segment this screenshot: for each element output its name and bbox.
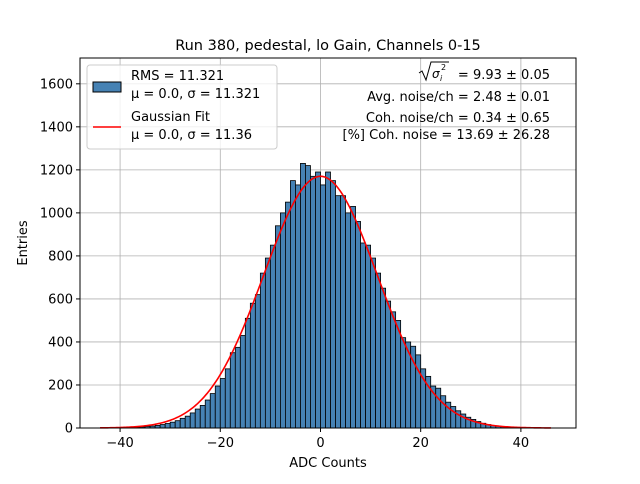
histogram-bar	[305, 166, 310, 428]
histogram-bar	[325, 172, 330, 428]
histogram-bar	[285, 202, 290, 428]
x-tick-label: 20	[412, 436, 429, 451]
histogram-bar	[240, 336, 245, 429]
y-tick-label: 0	[65, 422, 73, 437]
histogram-bar	[235, 347, 240, 428]
histogram-bar	[371, 258, 376, 428]
sigma-glyph: σ	[432, 67, 440, 81]
histogram-bar	[381, 288, 386, 428]
histogram-bar	[310, 176, 315, 428]
x-axis-ticks: −40 −20 0 20 40	[106, 428, 529, 451]
histogram-bar	[376, 273, 381, 428]
histogram-bar	[386, 301, 391, 428]
histogram-bar	[255, 295, 260, 428]
histogram-bar	[200, 405, 205, 428]
histogram-bar	[351, 206, 356, 428]
histogram-bar	[346, 213, 351, 428]
sigma-superscript: 2	[441, 63, 446, 72]
histogram-bar	[260, 273, 265, 428]
sqrt-sigma-symbol: σ i 2	[419, 62, 449, 83]
histogram-bar	[245, 318, 250, 428]
histogram-bar	[215, 386, 220, 428]
histogram-bar	[396, 320, 401, 428]
histogram-bar	[210, 394, 215, 428]
histogram-bar	[441, 396, 446, 428]
x-tick-label: 40	[513, 436, 530, 451]
legend-fit-line2: μ = 0.0, σ = 11.36	[131, 128, 252, 143]
legend-rms-line2: μ = 0.0, σ = 11.321	[131, 87, 260, 102]
legend-rms-line1: RMS = 11.321	[131, 69, 224, 84]
histogram-bar	[300, 163, 305, 428]
histogram-bar	[275, 226, 280, 428]
histogram-bar	[195, 409, 200, 428]
histogram-bars	[120, 163, 526, 428]
x-axis-label: ADC Counts	[289, 456, 367, 471]
histogram-bar	[341, 196, 346, 428]
histogram-bar	[295, 185, 300, 428]
histogram-bar	[315, 172, 320, 428]
y-axis-label: Entries	[16, 220, 31, 266]
y-axis-ticks: 0 200 400 600 800 1000 1200 1400 1600	[40, 77, 80, 436]
histogram-bar	[320, 185, 325, 428]
histogram-bar	[205, 400, 210, 428]
histogram-bar	[225, 369, 230, 428]
legend-patch-rms	[93, 82, 121, 92]
y-tick-label: 600	[48, 292, 73, 307]
legend: RMS = 11.321 μ = 0.0, σ = 11.321 Gaussia…	[87, 65, 277, 149]
histogram-bar	[230, 353, 235, 428]
histogram-bar	[265, 258, 270, 428]
y-tick-label: 1400	[40, 120, 73, 135]
histogram-bar	[331, 181, 336, 428]
y-tick-label: 1600	[40, 77, 73, 92]
histogram-bar	[290, 181, 295, 428]
sigma-subscript: i	[440, 74, 443, 83]
noise-annotations: σ i 2 = 9.93 ± 0.05 Avg. noise/ch = 2.48…	[343, 62, 551, 143]
annotation-coh-noise-pct: [%] Coh. noise = 13.69 ± 26.28	[343, 128, 551, 143]
histogram-bar	[270, 245, 275, 428]
x-tick-label: 0	[316, 436, 324, 451]
histogram-bar	[175, 421, 180, 428]
annotation-coh-noise: Coh. noise/ch = 0.34 ± 0.65	[366, 111, 550, 126]
histogram-bar	[366, 245, 371, 428]
x-tick-label: −40	[106, 436, 133, 451]
annotation-avg-noise: Avg. noise/ch = 2.48 ± 0.01	[367, 90, 550, 105]
histogram-bar	[356, 221, 361, 428]
histogram-bar	[220, 379, 225, 428]
y-tick-label: 200	[48, 378, 73, 393]
histogram-bar	[170, 422, 175, 428]
histogram-bar	[391, 312, 396, 428]
annotation-sqrt-sigma: = 9.93 ± 0.05	[458, 68, 550, 83]
histogram-bar	[401, 338, 406, 428]
histogram-bar	[190, 413, 195, 428]
histogram-bar	[250, 303, 255, 428]
legend-fit-line1: Gaussian Fit	[131, 110, 210, 125]
histogram-bar	[436, 388, 441, 428]
histogram-bar	[280, 213, 285, 428]
y-tick-label: 1200	[40, 163, 73, 178]
y-tick-label: 1000	[40, 206, 73, 221]
histogram-bar	[180, 418, 185, 428]
histogram-bar	[160, 425, 165, 428]
x-tick-label: −20	[207, 436, 234, 451]
histogram-bar	[185, 416, 190, 428]
y-tick-label: 400	[48, 335, 73, 350]
chart-title: Run 380, pedestal, lo Gain, Channels 0-1…	[175, 38, 481, 54]
histogram-bar	[336, 196, 341, 428]
histogram-bar	[165, 423, 170, 428]
y-tick-label: 800	[48, 249, 73, 264]
histogram-bar	[361, 243, 366, 428]
